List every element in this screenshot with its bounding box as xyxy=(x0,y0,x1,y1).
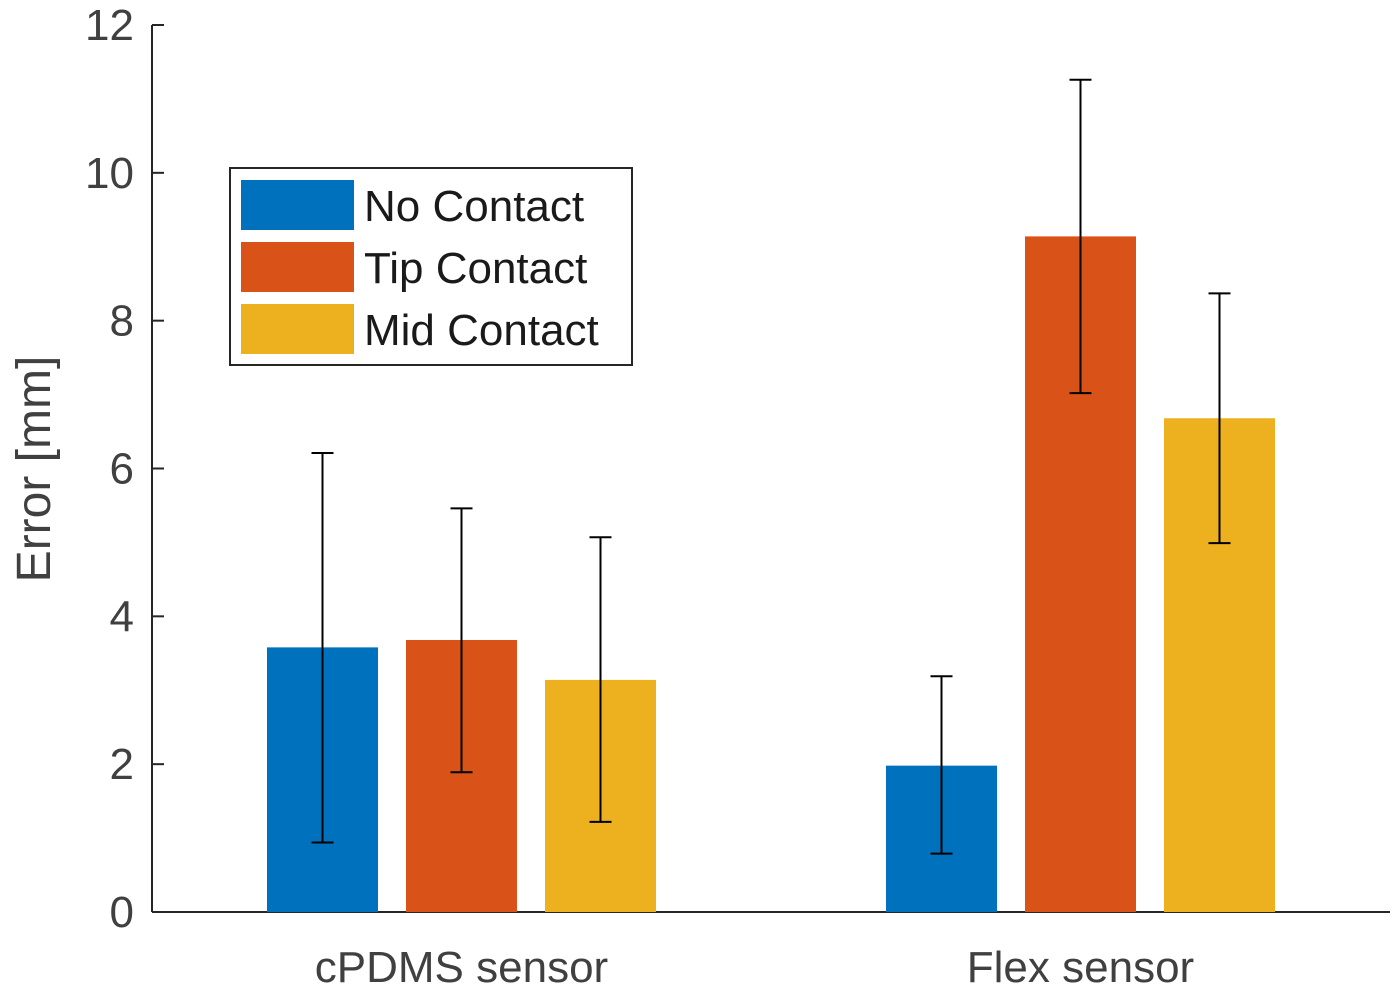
labels-group: cPDMS sensor Flex sensor xyxy=(315,943,1194,992)
legend-label-no-contact: No Contact xyxy=(364,182,584,231)
x-category-label: Flex sensor xyxy=(967,943,1194,992)
y-tick-label: 4 xyxy=(110,592,134,641)
y-tick-label: 0 xyxy=(110,888,134,937)
error-bars-group xyxy=(311,78,1231,855)
y-tick-label: 10 xyxy=(85,149,134,198)
legend-label-mid-contact: Mid Contact xyxy=(364,306,599,355)
y-tick-label: 6 xyxy=(110,445,134,494)
legend-swatch-no-contact xyxy=(241,180,354,230)
y-axis-label: Error [mm] xyxy=(8,356,61,583)
y-tick-label: 8 xyxy=(110,297,134,346)
legend: No Contact Tip Contact Mid Contact xyxy=(229,167,633,366)
legend-swatch-tip-contact xyxy=(241,242,354,292)
legend-swatch-mid-contact xyxy=(241,304,354,354)
legend-label-tip-contact: Tip Contact xyxy=(364,244,587,293)
y-tick-label: 12 xyxy=(85,1,134,50)
x-category-label: cPDMS sensor xyxy=(315,943,608,992)
y-tick-label: 2 xyxy=(110,740,134,789)
axes: 0 2 4 6 8 10 12 xyxy=(85,1,1390,937)
